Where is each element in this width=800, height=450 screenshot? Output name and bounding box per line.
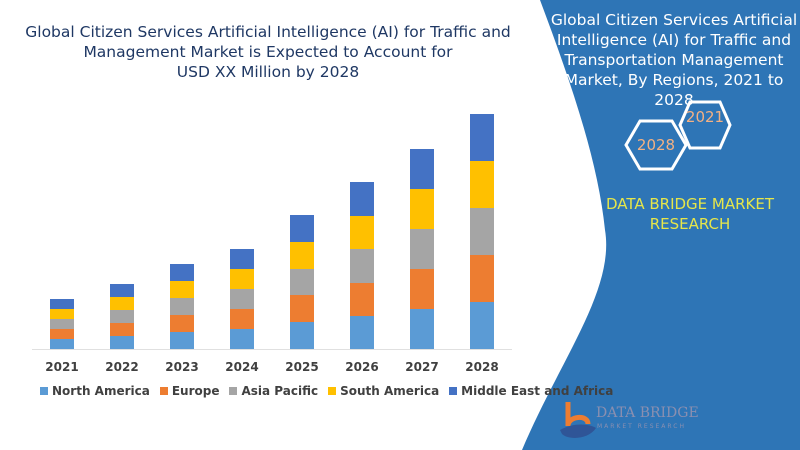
legend: North America Europe Asia Pacific South Ame…: [40, 384, 613, 398]
side-panel: [522, 0, 800, 450]
bar-segment-2023-europe: [170, 315, 194, 332]
legend-label: Middle East and Africa: [461, 384, 614, 398]
x-tick-label: 2028: [465, 360, 498, 374]
legend-label: South America: [340, 384, 440, 398]
bar-segment-2026-europe: [350, 283, 374, 316]
bar-segment-2027-europe: [410, 269, 434, 309]
hexagon-icons: [624, 100, 732, 171]
logo-name: DATA BRIDGE: [596, 405, 699, 421]
stacked-bar-chart: 2021 2022 2023 2024 2025 2026 2027 2028: [32, 114, 512, 374]
bar-segment-2025-north-america: [290, 322, 314, 349]
x-tick-label: 2021: [45, 360, 78, 374]
bar-segment-2028-middle-east-and-africa: [470, 114, 494, 161]
brand-line: DATA BRIDGE MARKET: [605, 195, 775, 213]
bar-segment-2026-south-america: [350, 216, 374, 249]
bar-segment-2027-north-america: [410, 309, 434, 349]
legend-label: North America: [52, 384, 150, 398]
bar-segment-2026-north-america: [350, 316, 374, 349]
bar-segment-2027-asia-pacific: [410, 229, 434, 269]
bar-segment-2024-europe: [230, 309, 254, 329]
bar-segment-2026-middle-east-and-africa: [350, 182, 374, 216]
bar-segment-2028-north-america: [470, 302, 494, 349]
logo-icon: [560, 402, 596, 438]
bar-segment-2027-middle-east-and-africa: [410, 149, 434, 189]
bar-segment-2023-south-america: [170, 281, 194, 298]
hex-year-2021: 2021: [685, 108, 725, 126]
bar-segment-2022-middle-east-and-africa: [110, 284, 134, 297]
legend-label: Asia Pacific: [241, 384, 319, 398]
x-tick-label: 2022: [105, 360, 138, 374]
side-title-line: Global Citizen Services Artificial: [550, 11, 798, 29]
bar-segment-2022-europe: [110, 323, 134, 336]
bar-segment-2021-middle-east-and-africa: [50, 299, 74, 309]
bar-segment-2023-asia-pacific: [170, 298, 194, 315]
chart-title: Global Citizen Services Artificial Intel…: [0, 22, 536, 82]
legend-swatch: [40, 387, 48, 395]
side-title-line: Market, By Regions, 2021 to 2028: [564, 71, 784, 109]
bar-segment-2025-europe: [290, 295, 314, 322]
legend-item: Asia Pacific: [229, 384, 318, 398]
bar-segment-2022-north-america: [110, 336, 134, 349]
x-tick-label: 2027: [405, 360, 438, 374]
side-panel-title: Global Citizen Services Artificial Intel…: [548, 10, 800, 110]
bar-segment-2022-south-america: [110, 297, 134, 310]
side-title-line: Transportation Management: [564, 51, 784, 69]
legend-swatch: [159, 387, 168, 395]
side-title-line: Intelligence (AI) for Traffic and: [556, 31, 792, 49]
hex-year-2028: 2028: [636, 136, 676, 154]
logo-subtitle: MARKET RESEARCH: [597, 423, 686, 430]
bar-segment-2025-asia-pacific: [290, 269, 314, 295]
legend-item: Middle East and Africa: [449, 384, 613, 398]
x-tick-label: 2023: [165, 360, 198, 374]
brand-text: DATA BRIDGE MARKET RESEARCH: [590, 194, 790, 234]
hexagon-2028-icon: [624, 119, 688, 171]
hexagon-2021-icon: [678, 100, 732, 150]
bar-segment-2021-europe: [50, 329, 74, 339]
legend-item: South America: [328, 384, 439, 398]
bar-segment-2024-middle-east-and-africa: [230, 249, 254, 269]
x-tick-label: 2025: [285, 360, 318, 374]
bar-segment-2021-south-america: [50, 309, 74, 319]
x-tick-label: 2026: [345, 360, 378, 374]
legend-label: Europe: [171, 384, 220, 398]
bar-segment-2027-south-america: [410, 189, 434, 229]
title-line: Management Market is Expected to Account…: [83, 43, 453, 61]
bar-segment-2028-south-america: [470, 161, 494, 208]
x-tick-label: 2024: [225, 360, 258, 374]
bar-segment-2023-north-america: [170, 332, 194, 349]
bar-segment-2024-north-america: [230, 329, 254, 349]
title-line: USD XX Million by 2028: [176, 63, 360, 81]
legend-swatch: [328, 387, 337, 395]
bar-segment-2024-south-america: [230, 269, 254, 289]
legend-swatch: [449, 387, 458, 395]
bar-segment-2023-middle-east-and-africa: [170, 264, 194, 281]
title-line: Global Citizen Services Artificial Intel…: [25, 23, 511, 41]
bar-segment-2028-europe: [470, 255, 494, 302]
brand-line: RESEARCH: [649, 215, 731, 233]
bar-segment-2026-asia-pacific: [350, 249, 374, 283]
bar-segment-2024-asia-pacific: [230, 289, 254, 309]
legend-item: Europe: [159, 384, 220, 398]
bar-segment-2021-asia-pacific: [50, 319, 74, 329]
bar-segment-2022-asia-pacific: [110, 310, 134, 323]
bar-segment-2025-middle-east-and-africa: [290, 215, 314, 242]
bar-segment-2028-asia-pacific: [470, 208, 494, 255]
legend-swatch: [229, 387, 238, 395]
bar-segment-2025-south-america: [290, 242, 314, 269]
legend-item: North America: [40, 384, 150, 398]
bar-segment-2021-north-america: [50, 339, 74, 349]
